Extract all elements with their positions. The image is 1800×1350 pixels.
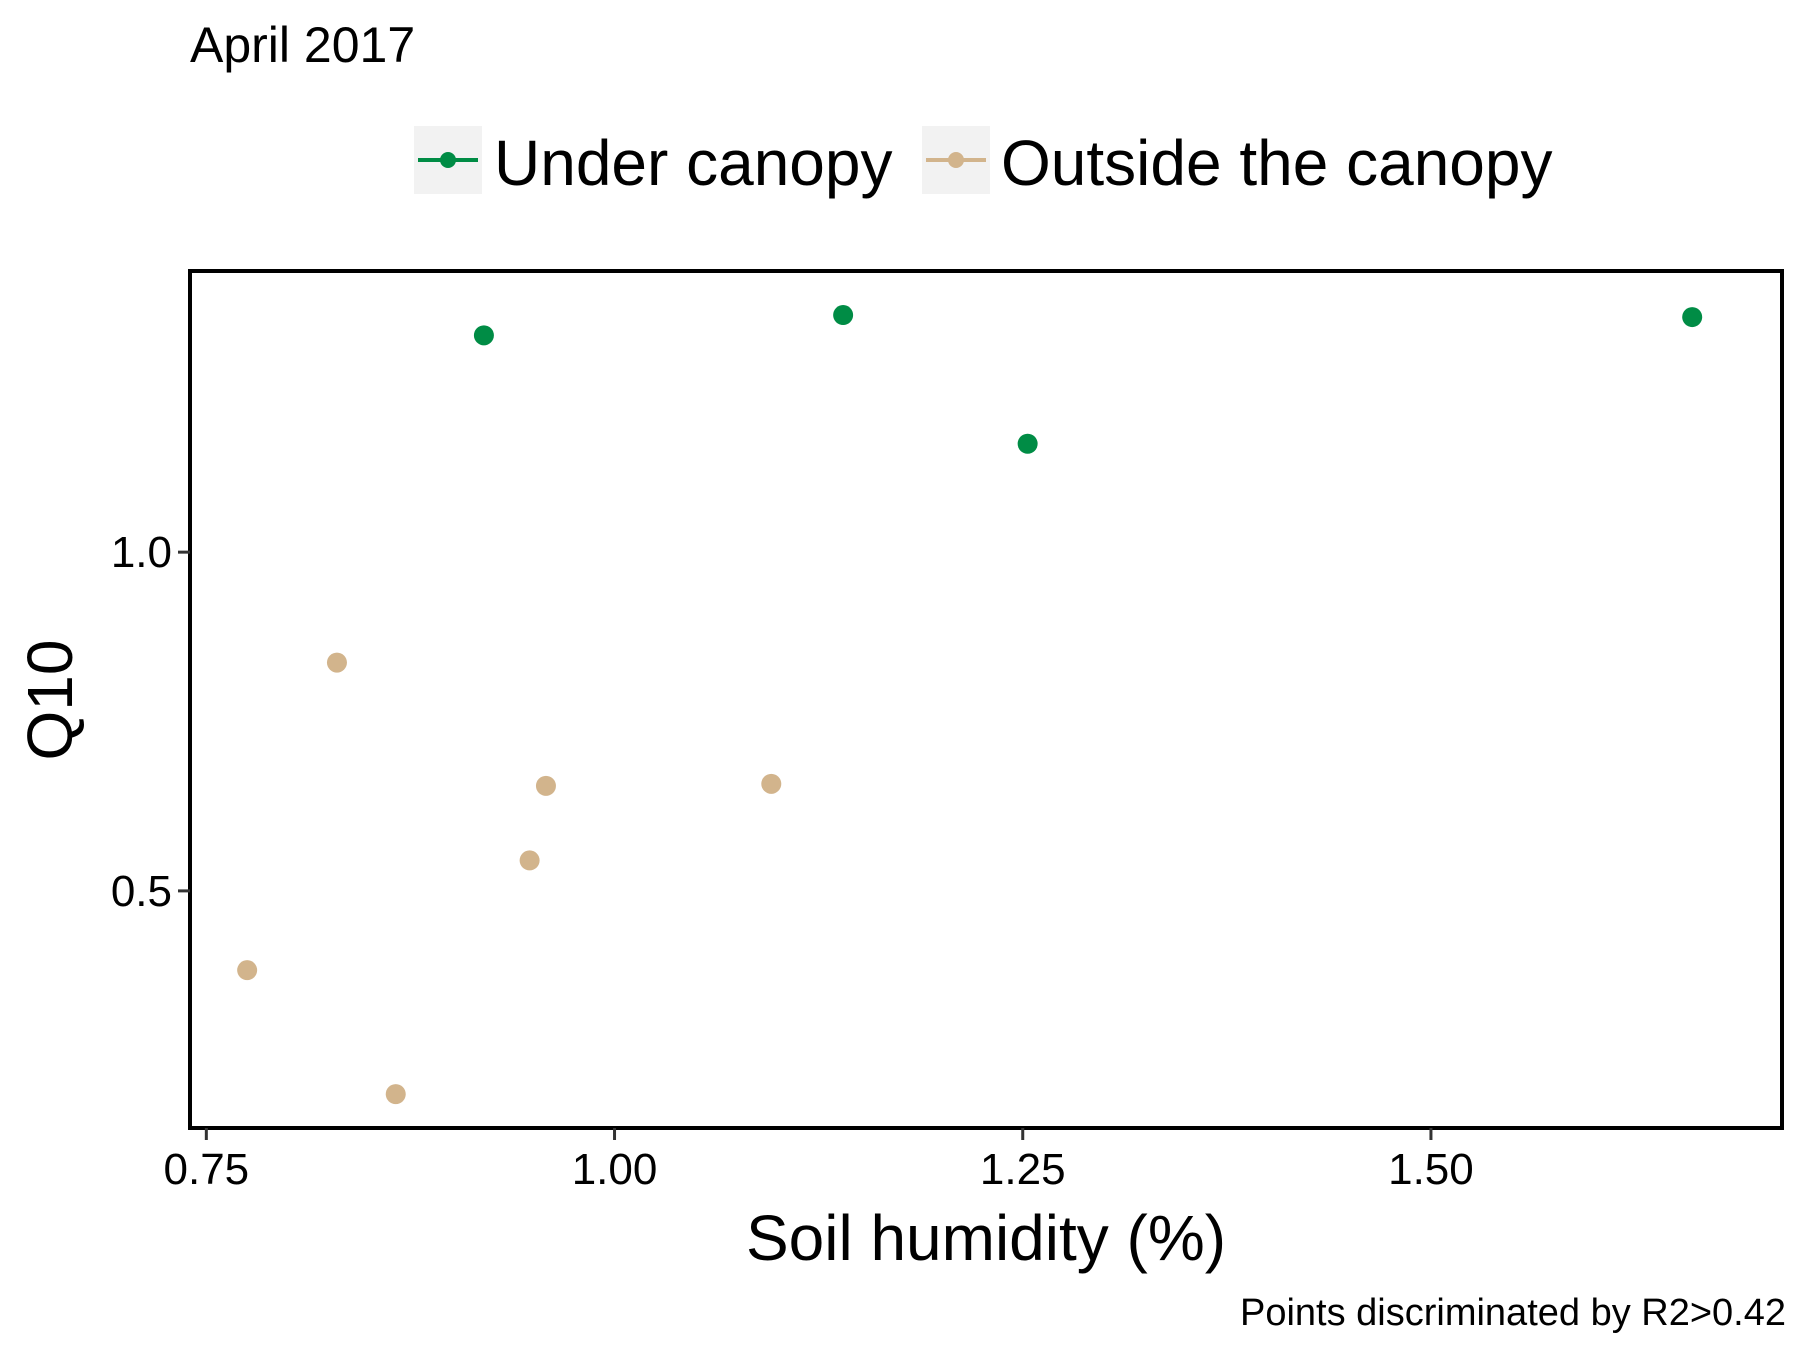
y-tick-label: 1.0: [111, 528, 172, 577]
x-tick-label: 1.25: [980, 1145, 1066, 1194]
y-axis: 0.5 1.0: [111, 528, 190, 916]
point-under-canopy-1: [473, 325, 494, 346]
point-outside-canopy-1: [237, 960, 258, 981]
point-outside-canopy-5: [535, 775, 556, 796]
legend: Under canopy Outside the canopy: [414, 126, 1552, 199]
plot-panel: [188, 269, 1784, 1130]
legend-label-outside-canopy: Outside the canopy: [1001, 127, 1552, 199]
chart-caption: Points discriminated by R2>0.42: [1240, 1292, 1786, 1334]
point-outside-canopy-2: [326, 652, 347, 673]
x-tick-label: 1.00: [572, 1145, 658, 1194]
y-tick-label: 0.5: [111, 867, 172, 916]
legend-key-under-canopy-point: [440, 152, 456, 168]
x-tick-label: 0.75: [164, 1145, 250, 1194]
legend-label-under-canopy: Under canopy: [494, 127, 892, 199]
x-tick-label: 1.50: [1388, 1145, 1474, 1194]
point-under-canopy-3: [1017, 433, 1038, 454]
data-points: [237, 305, 1703, 1105]
point-under-canopy-2: [833, 305, 854, 326]
y-axis-title: Q10: [14, 640, 86, 761]
x-axis-title: Soil humidity (%): [746, 1202, 1226, 1274]
point-outside-canopy-3: [385, 1084, 406, 1105]
point-under-canopy-4: [1682, 307, 1703, 328]
point-outside-canopy-6: [761, 773, 782, 794]
chart-title: April 2017: [190, 17, 415, 73]
x-axis: 0.75 1.00 1.25 1.50: [164, 1128, 1474, 1194]
legend-key-outside-canopy-point: [948, 152, 964, 168]
point-outside-canopy-4: [519, 850, 540, 871]
